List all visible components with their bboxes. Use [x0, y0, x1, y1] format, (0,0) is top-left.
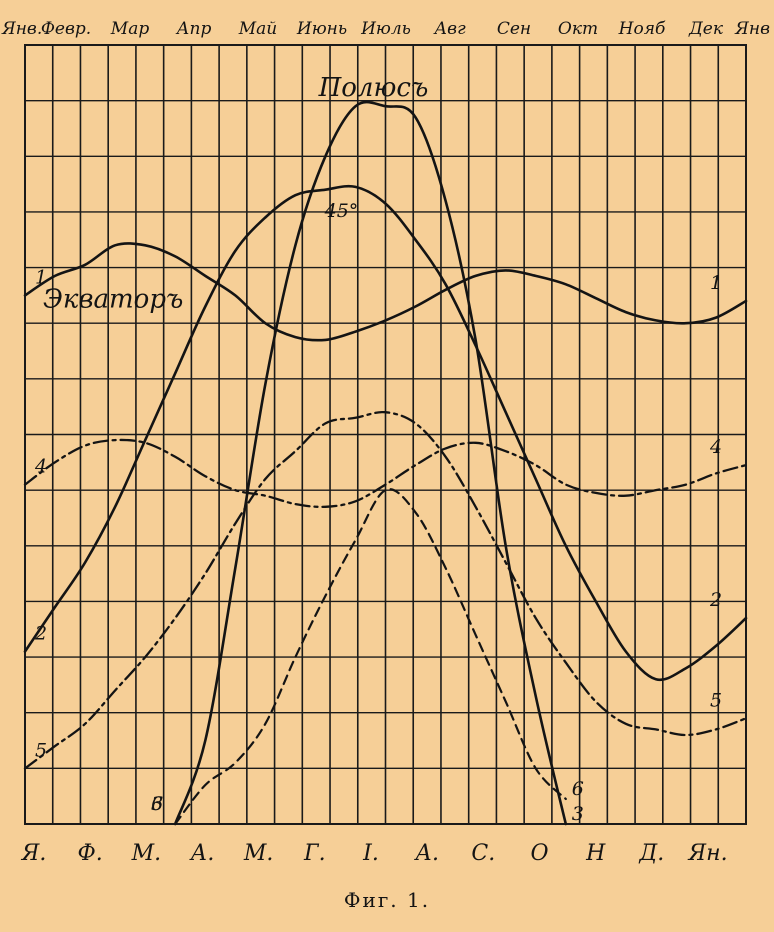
series-line-5 — [23, 410, 748, 770]
bottom-month-label: О — [530, 841, 548, 866]
series-label-6-end: 6 — [572, 778, 584, 800]
annotation-label: Экваторъ — [43, 284, 183, 314]
top-month-label: Нояб — [618, 19, 666, 39]
chart-series — [23, 100, 748, 826]
top-month-label: Янв — [734, 19, 770, 39]
top-month-label: Дек — [688, 19, 724, 39]
chart-grid — [24, 44, 747, 825]
bottom-month-label: І. — [362, 841, 379, 866]
bottom-month-label: М. — [131, 841, 162, 866]
series-label-1-start: 1 — [35, 266, 47, 288]
series-label-3-end: 3 — [572, 803, 584, 825]
top-month-label: Июль — [360, 19, 411, 39]
series-line-1 — [23, 242, 748, 342]
top-month-label: Мар — [110, 19, 150, 39]
series-label-3-start: 3 — [151, 793, 163, 815]
series-label-4-start: 4 — [34, 456, 47, 478]
series-label-5-start: 5 — [35, 739, 47, 761]
bottom-month-label: Я. — [21, 841, 47, 866]
top-month-label: Сен — [497, 19, 531, 39]
bottom-month-label: А. — [189, 841, 215, 866]
series-label-2-start: 2 — [34, 623, 47, 645]
annotation-label: Полюсъ — [318, 73, 429, 103]
series-line-4 — [23, 438, 748, 509]
series-label-1-end: 1 — [710, 272, 722, 294]
bottom-month-label: Ф. — [78, 841, 103, 866]
series-label-6-start: 6 — [151, 793, 163, 815]
bottom-month-label: М. — [243, 841, 274, 866]
series-label-2-end: 2 — [709, 589, 722, 611]
bottom-month-label: Н — [585, 841, 606, 866]
series-line-3 — [173, 100, 568, 826]
figure-caption: Фиг. 1. — [343, 888, 431, 912]
bottom-month-label: А. — [413, 841, 439, 866]
top-month-label: Апр — [176, 19, 212, 39]
series-label-5-end: 5 — [710, 689, 722, 711]
top-month-label: Февр. — [41, 19, 91, 39]
bottom-month-label: Д. — [638, 841, 664, 866]
top-month-label: Окт — [558, 19, 598, 39]
top-month-label: Янв. — [1, 19, 42, 39]
chart-labels: Янв.Февр. Мар Апр Май Июнь Июль Авг Сен Окт Нояб Д… — [1, 19, 770, 866]
top-month-label: Май — [238, 19, 278, 39]
series-line-2 — [23, 184, 748, 682]
top-month-label: Авг — [433, 19, 466, 39]
top-month-label: Июнь — [296, 19, 347, 39]
series-line-6 — [174, 488, 567, 826]
bottom-month-label: Г. — [303, 841, 326, 866]
bottom-month-label: С. — [471, 841, 495, 866]
annotation-label: 45° — [324, 200, 359, 222]
series-label-4-end: 4 — [709, 436, 722, 458]
bottom-month-label: Ян. — [687, 841, 727, 866]
